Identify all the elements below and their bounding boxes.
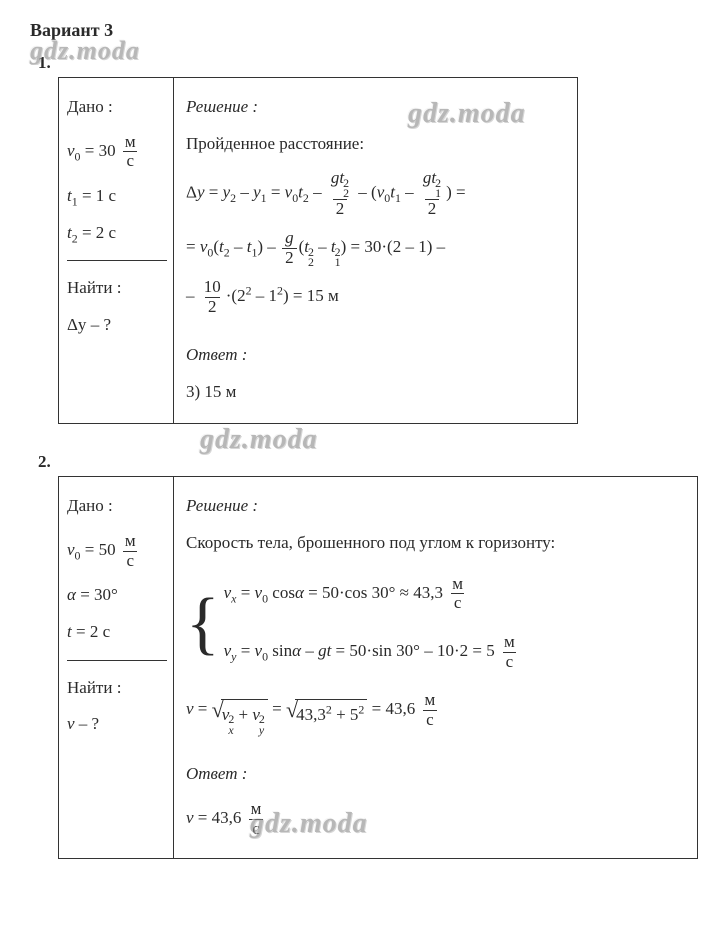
find-var: v – ? (67, 709, 167, 740)
solution-label: Решение : (186, 92, 567, 123)
given-label: Дано : (67, 92, 167, 123)
find-label: Найти : (67, 673, 167, 704)
vy-equation: vy = v0 sinα – gt = 50·sin 30° – 10·2 = … (224, 633, 520, 671)
equation-2: = v0(t2 – t1) – g2(t22 – t21) = 30·(2 – … (186, 229, 567, 268)
given-v0: v0 = 50 мс (67, 532, 167, 570)
watermark: gdz.moda (200, 424, 318, 456)
answer-value: v = 43,6 мс (186, 800, 687, 838)
given-t: t = 2 с (67, 617, 167, 648)
solution-label: Решение : (186, 491, 687, 522)
statement: Пройденное расстояние: (186, 129, 567, 160)
given-column: Дано : v0 = 50 мс α = 30° t = 2 с Найти … (59, 477, 174, 858)
answer-label: Ответ : (186, 759, 687, 790)
solution-column: Решение : Пройденное расстояние: Δy = y2… (174, 78, 577, 423)
find-label: Найти : (67, 273, 167, 304)
solution-box-1: Дано : v0 = 30 мс t1 = 1 с t2 = 2 с Найт… (58, 77, 578, 424)
given-label: Дано : (67, 491, 167, 522)
answer-text: 3) 15 м (186, 377, 567, 408)
solution-column: Решение : Скорость тела, брошенного под … (174, 477, 697, 858)
given-t1: t1 = 1 с (67, 181, 167, 212)
equation-1: Δy = y2 – y1 = v0t2 – gt222 – (v0t1 – gt… (186, 169, 567, 219)
answer-label: Ответ : (186, 340, 567, 371)
given-t2: t2 = 2 с (67, 218, 167, 249)
vx-equation: vx = v0 cosα = 50·cos 30° ≈ 43,3 мс (224, 575, 520, 613)
statement: Скорость тела, брошенного под углом к го… (186, 528, 687, 559)
equation-3: – 102·(22 – 12) = 15 м (186, 278, 567, 316)
velocity-system: { vx = v0 cosα = 50·cos 30° ≈ 43,3 мс vy… (186, 565, 687, 682)
problem-number-1: 1. (38, 53, 671, 73)
given-v0: v0 = 30 мс (67, 133, 167, 171)
problem-number-2: 2. (38, 452, 671, 472)
find-var: Δy – ? (67, 310, 167, 341)
variant-title: Вариант 3 (30, 20, 671, 41)
v-magnitude: v = √v2x + v2y = √43,32 + 52 = 43,6 мс (186, 691, 687, 735)
solution-box-2: Дано : v0 = 50 мс α = 30° t = 2 с Найти … (58, 476, 698, 859)
given-column: Дано : v0 = 30 мс t1 = 1 с t2 = 2 с Найт… (59, 78, 174, 423)
given-alpha: α = 30° (67, 580, 167, 611)
